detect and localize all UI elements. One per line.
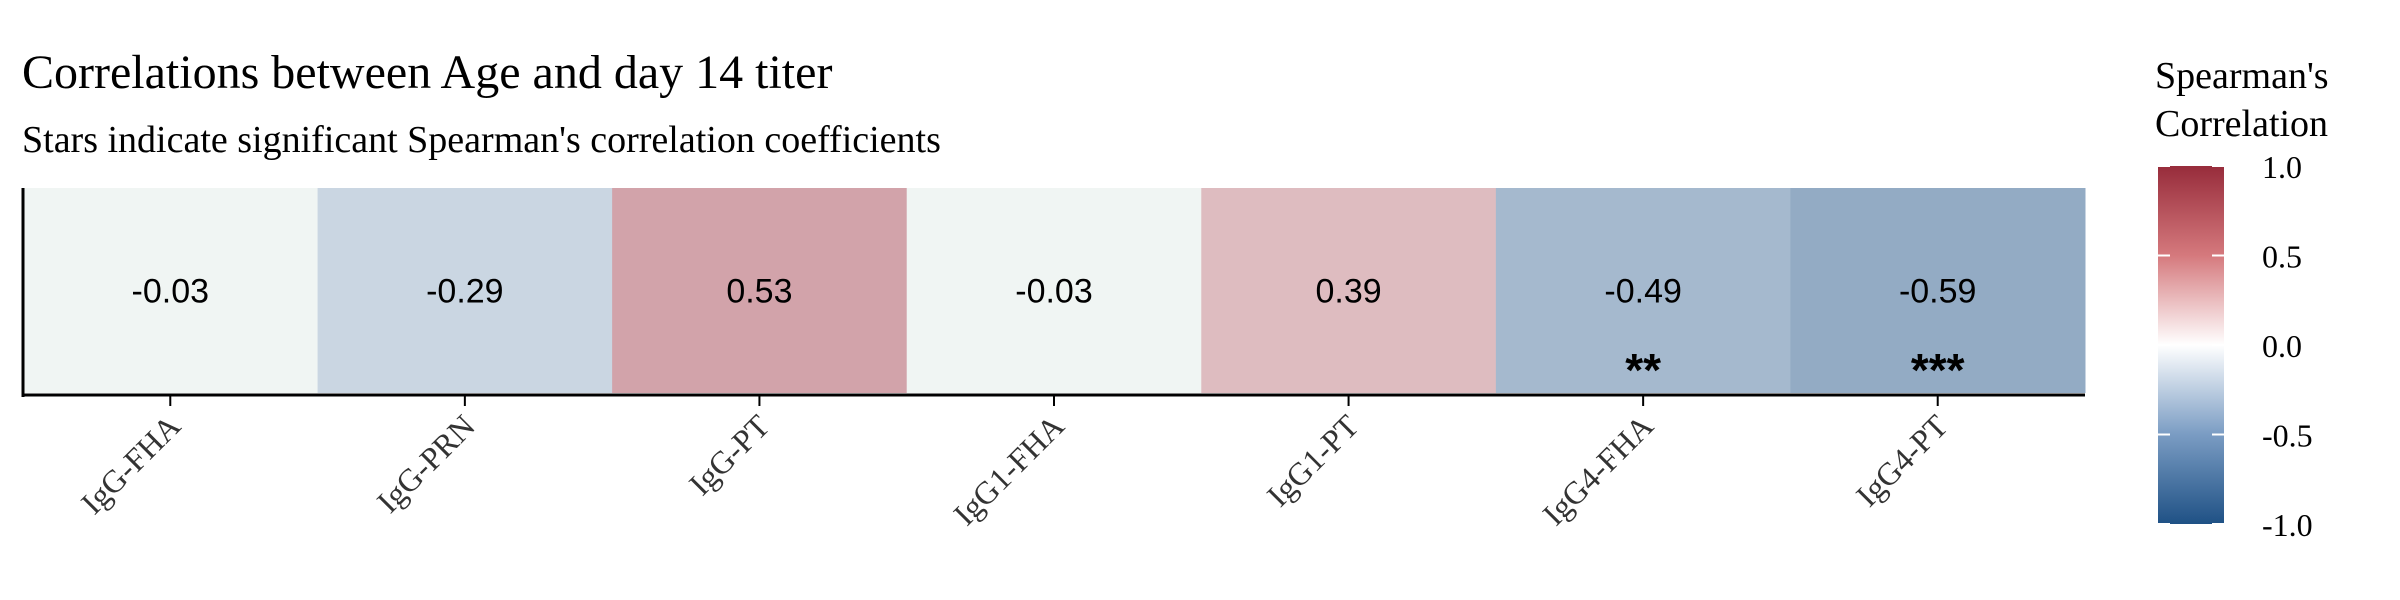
x-tick-label: IgG4-PT bbox=[1849, 407, 1955, 513]
x-tick-label: IgG-PT bbox=[682, 407, 777, 502]
x-tick-label: IgG-FHA bbox=[74, 407, 187, 520]
heatmap-tiles: -0.03 -0.29 0.53 -0.03 0.39 -0.49 ** -0.59 *** bbox=[23, 188, 2086, 396]
x-axis-labels: IgG-FHA IgG-PRN IgG-PT IgG1-FHA IgG1-PT IgG4-… bbox=[74, 407, 1955, 532]
legend-tick-label: 0.0 bbox=[2262, 328, 2302, 364]
heatmap-tile bbox=[1790, 188, 2086, 393]
x-tick-label: IgG-PRN bbox=[370, 407, 482, 519]
tile-value-label: -0.59 bbox=[1899, 273, 1977, 311]
significance-stars: *** bbox=[1911, 344, 1965, 396]
x-tick-label: IgG1-PT bbox=[1260, 407, 1366, 513]
tile-value-label: -0.49 bbox=[1604, 273, 1682, 311]
heatmap-tile bbox=[23, 188, 319, 393]
x-tick-label: IgG4-FHA bbox=[1535, 407, 1660, 532]
color-legend: Spearman's Correlation 1.0 0.5 0.0 -0.5 -1.0 bbox=[2155, 55, 2329, 543]
legend-tick-label: -0.5 bbox=[2262, 418, 2313, 454]
tile-value-label: -0.29 bbox=[426, 273, 504, 311]
legend-title-line2: Correlation bbox=[2155, 103, 2328, 145]
x-axis-ticks bbox=[169, 395, 1939, 406]
heatmap-tile bbox=[1201, 188, 1497, 393]
legend-title-line1: Spearman's bbox=[2155, 55, 2329, 97]
heatmap-tile bbox=[1495, 188, 1791, 393]
chart-title: Correlations between Age and day 14 tite… bbox=[22, 46, 832, 99]
legend-tick-label: -1.0 bbox=[2262, 507, 2313, 543]
heatmap-tile bbox=[906, 188, 1202, 393]
x-tick-label: IgG1-FHA bbox=[946, 407, 1071, 532]
heatmap-tile bbox=[612, 188, 908, 393]
chart-subtitle: Stars indicate significant Spearman's co… bbox=[22, 119, 941, 161]
tile-value-label: 0.53 bbox=[726, 273, 792, 311]
heatmap-tile bbox=[317, 188, 613, 393]
legend-ticks: 1.0 0.5 0.0 -0.5 -1.0 bbox=[2158, 149, 2313, 543]
significance-stars: ** bbox=[1625, 344, 1661, 396]
legend-tick-label: 0.5 bbox=[2262, 239, 2302, 275]
tile-value-label: -0.03 bbox=[132, 273, 210, 311]
legend-tick-label: 1.0 bbox=[2262, 149, 2302, 185]
tile-value-label: -0.03 bbox=[1015, 273, 1093, 311]
tile-value-label: 0.39 bbox=[1315, 273, 1381, 311]
